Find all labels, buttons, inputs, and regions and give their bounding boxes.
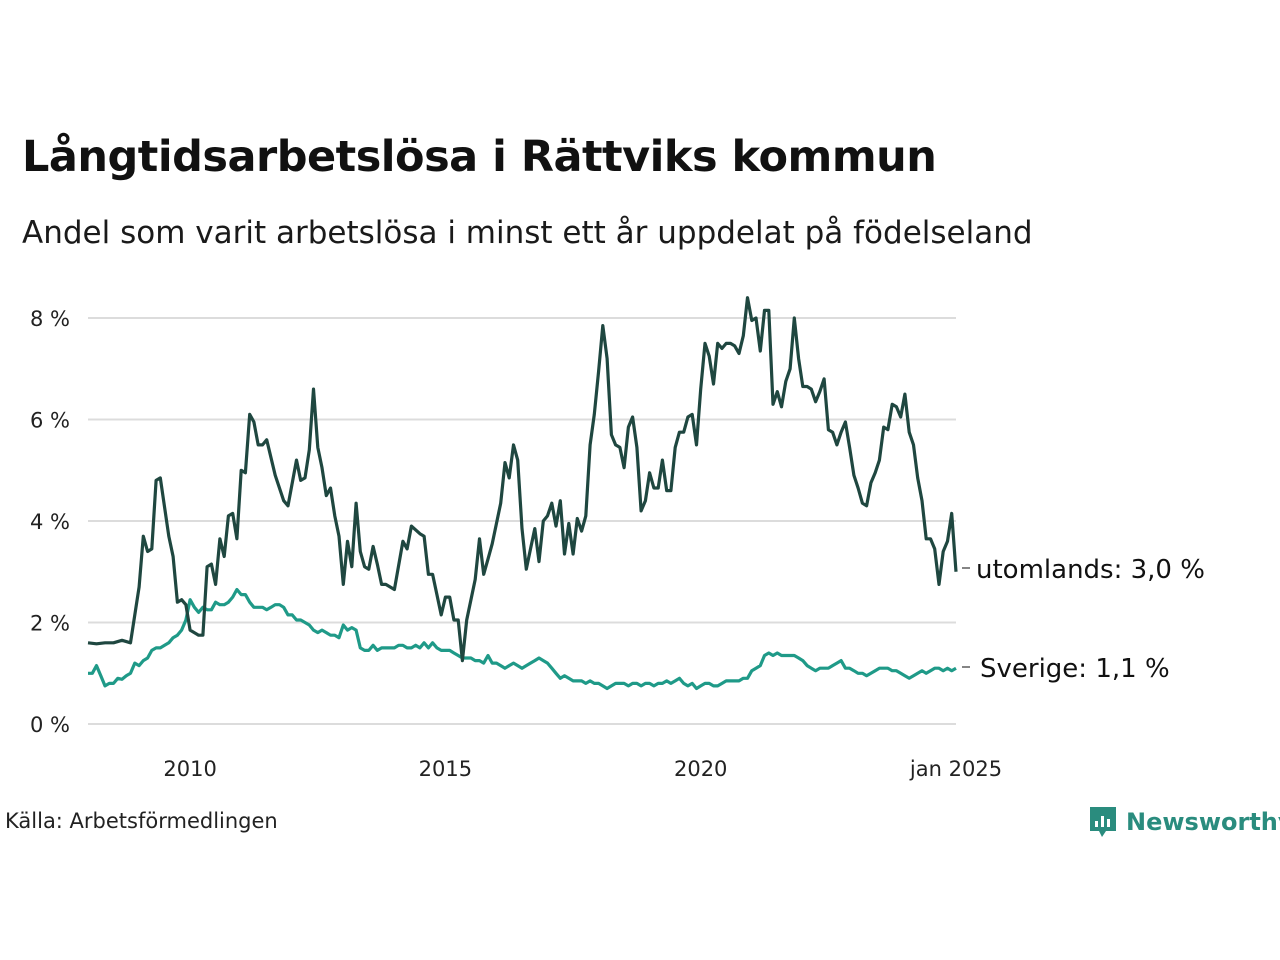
- source-note: Källa: Arbetsförmedlingen: [5, 809, 278, 833]
- series-lines: [87, 296, 958, 691]
- y-tick-label: 8 %: [30, 307, 70, 331]
- line-chart: 0 % 2 % 4 % 6 % 8 % 2010 2015 2020 jan 2025 uto…: [30, 296, 1205, 781]
- x-tick-label: jan 2025: [909, 757, 1002, 781]
- series-end-labels: utomlands: 3,0 % Sverige: 1,1 %: [962, 555, 1205, 684]
- x-axis-labels: 2010 2015 2020 jan 2025: [163, 757, 1002, 781]
- x-tick-label: 2010: [163, 757, 216, 781]
- y-tick-label: 2 %: [30, 612, 70, 636]
- series-line-utomlands: [87, 296, 958, 663]
- end-label-utomlands: utomlands: 3,0 %: [976, 555, 1205, 585]
- newsworthy-logo-icon: [1090, 807, 1116, 837]
- chart-title: Långtidsarbetslösa i Rättviks kommun: [22, 132, 937, 182]
- x-tick-label: 2015: [419, 757, 472, 781]
- y-tick-label: 0 %: [30, 713, 70, 737]
- y-tick-label: 4 %: [30, 510, 70, 534]
- chart-subtitle: Andel som varit arbetslösa i minst ett å…: [22, 215, 1033, 251]
- series-line-sverige: [88, 587, 957, 691]
- brand-logo: Newsworthy: [1088, 805, 1280, 839]
- brand-name: Newsworthy: [1126, 808, 1280, 836]
- y-tick-label: 6 %: [30, 409, 70, 433]
- x-tick-label: 2020: [674, 757, 727, 781]
- end-label-sverige: Sverige: 1,1 %: [980, 654, 1170, 684]
- y-axis-labels: 0 % 2 % 4 % 6 % 8 %: [30, 307, 70, 737]
